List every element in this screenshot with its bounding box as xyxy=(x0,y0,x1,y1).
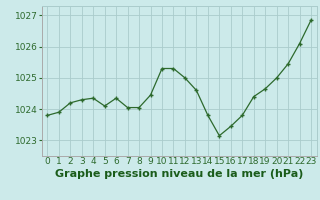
X-axis label: Graphe pression niveau de la mer (hPa): Graphe pression niveau de la mer (hPa) xyxy=(55,169,303,179)
